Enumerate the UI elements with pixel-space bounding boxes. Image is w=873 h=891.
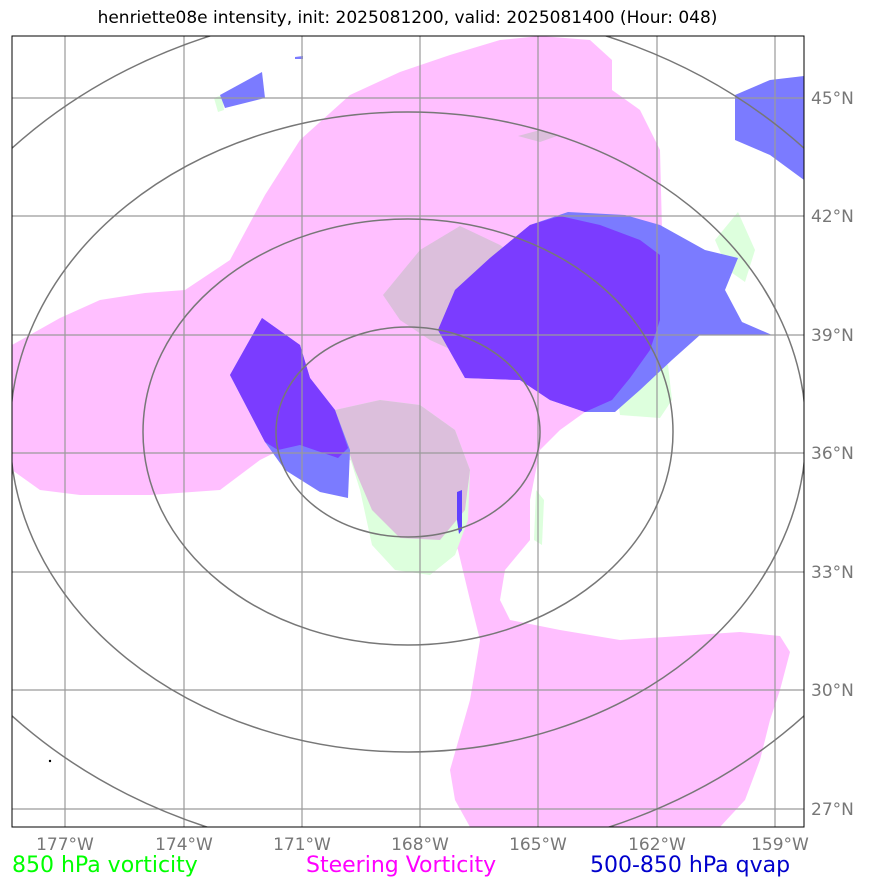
qvap-thin-streak [457, 490, 462, 534]
y-axis-ticks: 45°N 42°N 39°N 36°N 33°N 30°N 27°N [811, 89, 854, 820]
tiny-dot [48, 759, 52, 763]
chart-title: henriette08e intensity, init: 2025081200… [97, 8, 718, 28]
x-axis-ticks: 177°W 174°W 171°W 168°W 165°W 162°W 159°… [36, 835, 809, 855]
map-plot-area [12, 36, 804, 827]
qvap-topleft [220, 72, 265, 108]
x-tick: 177°W [36, 835, 94, 855]
y-tick: 27°N [811, 800, 854, 820]
qvap-northeast [735, 76, 804, 180]
x-tick: 174°W [155, 835, 213, 855]
x-tick: 162°W [628, 835, 686, 855]
y-tick: 45°N [811, 89, 854, 109]
y-tick: 36°N [811, 444, 854, 464]
y-tick: 33°N [811, 563, 854, 583]
overlap-vorticity-west [335, 400, 470, 540]
qvap-topspeck [295, 56, 303, 59]
y-tick: 30°N [811, 681, 854, 701]
distance-rings [12, 36, 804, 827]
qvap-central-purple [438, 216, 660, 412]
legend-steering-vorticity: Steering Vorticity [306, 853, 497, 878]
x-tick: 165°W [509, 835, 567, 855]
x-tick: 159°W [751, 835, 809, 855]
y-tick: 39°N [811, 326, 854, 346]
y-tick: 42°N [811, 207, 854, 227]
x-tick: 168°W [391, 835, 449, 855]
vorticity-850-tiny [214, 95, 224, 112]
legend-qvap: 500-850 hPa qvap [590, 853, 791, 878]
legend-850-vorticity: 850 hPa vorticity [12, 853, 198, 878]
plot-frame [11, 35, 805, 828]
vorticity-850-strip [534, 490, 544, 545]
vorticity-850-northeast [715, 212, 755, 282]
x-tick: 171°W [273, 835, 331, 855]
